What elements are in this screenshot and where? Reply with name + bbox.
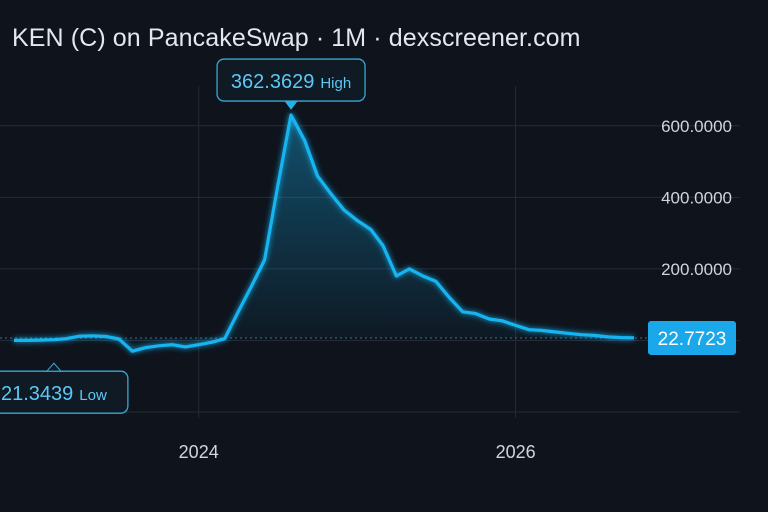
callout-pointer <box>45 362 62 372</box>
y-axis: 600.0000 400.0000 200.0000 <box>661 117 732 279</box>
price-line <box>14 113 635 353</box>
callout-pointer <box>284 100 299 110</box>
x-axis: 2024 2026 <box>179 442 536 462</box>
price-area <box>14 115 634 352</box>
callout-value: 362.3629 <box>231 71 314 93</box>
callout-label: 21.3439 Low <box>1 383 107 405</box>
y-tick-label: 400.0000 <box>661 188 732 207</box>
chart-title: KEN (C) on PancakeSwap · 1M · dexscreene… <box>12 24 581 52</box>
y-tick-label: 600.0000 <box>661 117 732 136</box>
last-price-badge: 22.7723 <box>648 320 736 355</box>
callout-label: 362.3629 High <box>231 71 351 93</box>
high-callout: 362.3629 High <box>216 58 366 110</box>
badge-bg <box>648 320 736 355</box>
callout-value: 21.3439 <box>1 383 73 405</box>
callout-tag: High <box>320 75 351 92</box>
x-tick-label: 2026 <box>496 442 536 462</box>
low-callout: 21.3439 Low <box>0 362 129 414</box>
y-tick-label: 200.0000 <box>661 260 732 279</box>
x-tick-label: 2024 <box>179 442 219 462</box>
last-price-value: 22.7723 <box>658 329 727 350</box>
callout-tag: Low <box>79 387 107 404</box>
